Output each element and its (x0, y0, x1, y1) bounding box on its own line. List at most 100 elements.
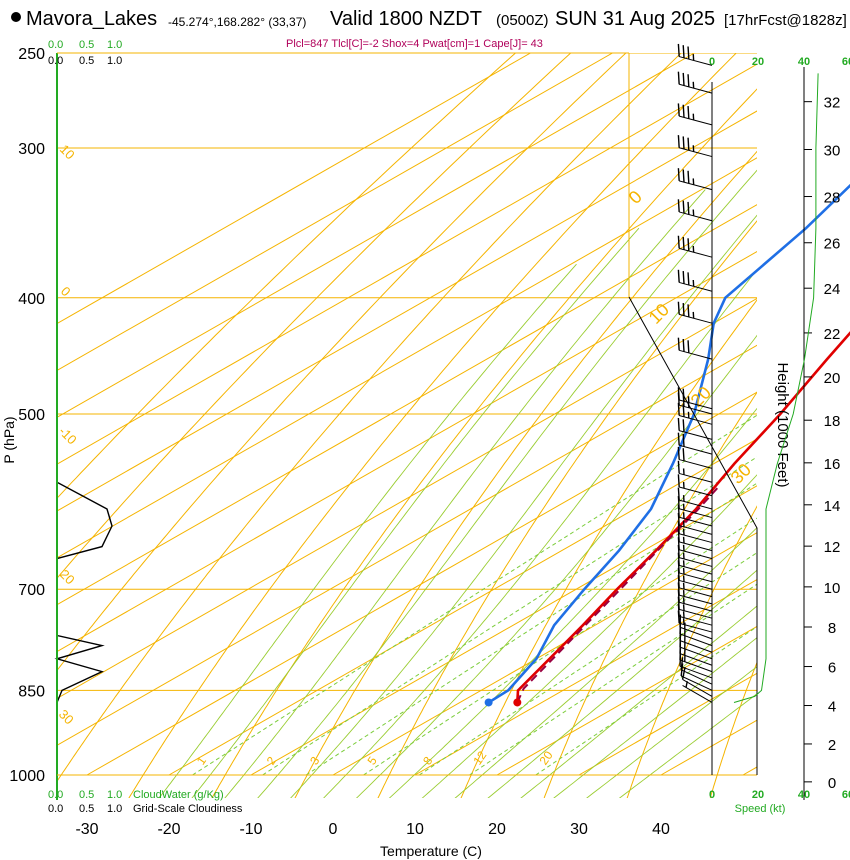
isotherm-line (57, 63, 757, 465)
wind-barb-flag (682, 271, 685, 284)
wind-barb-flag (687, 340, 690, 353)
cloudiness-tick-top: 0.5 (79, 55, 94, 67)
moist-adiabat-line (323, 268, 757, 798)
wind-barb-staff (679, 499, 713, 510)
moist-adiabat-line (421, 474, 757, 798)
chart-frame (56, 52, 805, 800)
x-axis-title: Temperature (C) (380, 843, 482, 859)
isotherm-line (57, 297, 757, 700)
wind-barb-staff (679, 472, 713, 483)
temperature-tick-label: -30 (75, 821, 98, 838)
wind-barb-staff (679, 399, 713, 410)
height-tick-label: 24 (824, 281, 841, 298)
mixing-ratio-line (305, 482, 757, 776)
wind-barb-flag (687, 201, 690, 215)
isotherm-line (414, 578, 757, 776)
wind-barb-flag (677, 199, 680, 212)
height-tick-label: 26 (824, 236, 841, 253)
wind-barb-flag (677, 135, 680, 148)
wind-barb-staff (679, 646, 713, 660)
wind-barb-staff (679, 525, 713, 535)
wind-barb-staff (679, 444, 713, 455)
wind-barb-flag (677, 235, 680, 249)
wind-barb-staff (682, 685, 713, 703)
moist-adiabat-line (586, 666, 757, 798)
mixing-ratio-line (469, 583, 757, 776)
height-tick-label: 30 (824, 143, 841, 160)
wind-barb-staff (680, 669, 713, 685)
height-tick-label: 10 (824, 580, 841, 597)
cloudiness-tick-bottom: 1.0 (107, 803, 122, 815)
wind-barb-flag (682, 433, 685, 447)
height-tick-label: 14 (824, 498, 841, 515)
station-name: Mavora_Lakes (26, 8, 158, 30)
wind-barb-staff (679, 415, 713, 425)
dry-adiabat-line (460, 299, 757, 798)
mixing-ratio-line (262, 456, 757, 776)
speed-tick-top: 20 (752, 56, 764, 68)
height-axis-title: Height (1000 Feet) (774, 362, 791, 487)
wind-barb (677, 168, 713, 191)
isotherm-line (332, 532, 757, 776)
speed-tick-bottom: 60 (842, 789, 850, 801)
wind-barb (677, 235, 713, 258)
wind-barb-staff (682, 679, 713, 697)
height-tick-label: 22 (824, 326, 841, 343)
parcel-params: Plcl=847 Tlcl[C]=-2 Shox=4 Pwat[cm]=1 Ca… (286, 38, 543, 50)
wind-barb-staff (679, 115, 713, 126)
wind-barb-staff (679, 56, 713, 66)
pressure-tick-label: 850 (18, 683, 45, 700)
wind-barb (677, 135, 713, 158)
wind-barb-flag (677, 474, 680, 488)
cloud-water-tick-top: 1.0 (107, 39, 122, 51)
isotherm-line (57, 53, 613, 372)
pressure-tick-label: 250 (18, 46, 45, 63)
barb-panel-edge (628, 296, 758, 775)
forecast-info: [17hrFcst@1828z] (724, 12, 847, 29)
wind-barb-flag (682, 136, 685, 150)
wind-barb (677, 71, 713, 94)
speed-tick-bottom: 40 (798, 789, 810, 801)
dry-adiabat-line (709, 661, 757, 798)
temperature-tick-label: 10 (406, 821, 424, 838)
wind-barb-flag (687, 74, 690, 87)
station-coords: -45.274°,168.282° (33,37) (168, 15, 307, 29)
height-tick-label: 32 (824, 95, 841, 112)
wind-barb-flag (677, 43, 680, 57)
wind-barb-flag (682, 338, 685, 352)
wind-barb (677, 43, 713, 66)
wind-barb-flag (682, 388, 685, 402)
wind-barb-staff (679, 247, 713, 258)
pressure-tick-label: 400 (18, 291, 45, 308)
height-tick-label: 2 (828, 737, 836, 754)
wind-barb-staff (679, 459, 713, 469)
cloud-water-tick-bottom: 0.0 (48, 789, 63, 801)
wind-barb-staff (679, 608, 713, 619)
height-tick-label: 16 (824, 456, 841, 473)
wind-barb-staff (679, 615, 713, 626)
wind-barb-staff (679, 430, 713, 440)
cloud-water-tick-top: 0.5 (79, 39, 94, 51)
wind-barb-staff (679, 564, 713, 575)
isotherm-label: -10 (56, 424, 80, 448)
wind-barb-flag (682, 237, 685, 250)
wind-barb (677, 387, 713, 410)
moist-adiabat-line (355, 334, 757, 798)
wind-speed-line (733, 73, 819, 703)
wind-barb (681, 666, 713, 697)
wind-barb-staff (679, 147, 713, 158)
wind-barb-flag (677, 337, 680, 351)
moist-adiabat-line (290, 214, 757, 798)
wind-barb-flag (687, 106, 690, 119)
temperature-tick-label: 40 (652, 821, 670, 838)
wind-barb-flag (687, 170, 690, 184)
cloudiness-tick-top: 0.0 (48, 55, 63, 67)
valid-time: Valid 1800 NZDT (330, 8, 482, 30)
pressure-tick-label: 700 (18, 582, 45, 599)
wind-barb-staff (679, 83, 713, 94)
wind-barb (677, 337, 713, 360)
wind-barb-staff (679, 622, 713, 633)
isotherm-label: 20 (57, 567, 78, 588)
isotherm-line (57, 110, 757, 512)
wind-barb-flag (680, 657, 684, 670)
